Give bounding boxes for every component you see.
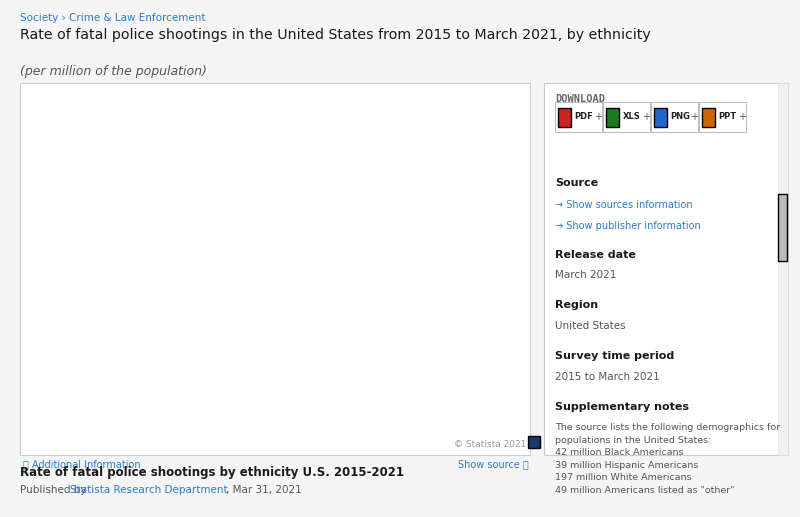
Text: PPT: PPT xyxy=(718,112,737,121)
Bar xyxy=(434,377,496,416)
Text: The source lists the following demographics for
populations in the United States: The source lists the following demograph… xyxy=(555,423,780,495)
Text: Show source ⓘ: Show source ⓘ xyxy=(458,459,529,469)
Text: 26: 26 xyxy=(230,196,245,209)
Text: XLS: XLS xyxy=(622,112,640,121)
Text: +: + xyxy=(738,112,746,122)
Text: DOWNLOAD: DOWNLOAD xyxy=(555,94,606,104)
Text: 35: 35 xyxy=(115,126,131,139)
Text: Supplementary notes: Supplementary notes xyxy=(555,402,690,412)
Text: Rate of fatal police shootings by ethnicity U.S. 2015-2021: Rate of fatal police shootings by ethnic… xyxy=(20,466,404,479)
Text: +: + xyxy=(642,112,650,122)
Y-axis label: Rate of fatal police shootings per million of the population: Rate of fatal police shootings per milli… xyxy=(38,117,47,402)
Bar xyxy=(319,307,382,416)
Text: © Statista 2021: © Statista 2021 xyxy=(454,440,526,449)
Text: Society › Crime & Law Enforcement: Society › Crime & Law Enforcement xyxy=(20,13,206,23)
Text: +: + xyxy=(690,112,698,122)
Text: United States: United States xyxy=(555,321,626,331)
Text: Published by: Published by xyxy=(20,485,90,495)
Text: ⓘ Additional Information: ⓘ Additional Information xyxy=(23,459,141,469)
Text: 5: 5 xyxy=(461,360,469,373)
Text: → Show publisher information: → Show publisher information xyxy=(555,221,701,231)
Text: Region: Region xyxy=(555,300,598,310)
Text: Rate of fatal police shootings in the United States from 2015 to March 2021, by : Rate of fatal police shootings in the Un… xyxy=(20,28,650,42)
Text: (per million of the population): (per million of the population) xyxy=(20,65,207,78)
Text: Statista Research Department: Statista Research Department xyxy=(70,485,228,495)
Bar xyxy=(206,213,269,416)
Text: PDF: PDF xyxy=(574,112,593,121)
Text: PNG: PNG xyxy=(670,112,690,121)
Text: , Mar 31, 2021: , Mar 31, 2021 xyxy=(226,485,302,495)
Text: Release date: Release date xyxy=(555,250,636,260)
Text: 14: 14 xyxy=(343,290,358,303)
Text: 2015 to March 2021: 2015 to March 2021 xyxy=(555,372,660,382)
Bar xyxy=(92,143,154,416)
Text: +: + xyxy=(594,112,602,122)
Text: Source: Source xyxy=(555,178,598,188)
Text: March 2021: March 2021 xyxy=(555,270,617,280)
Text: Survey time period: Survey time period xyxy=(555,351,674,361)
Text: → Show sources information: → Show sources information xyxy=(555,200,693,210)
